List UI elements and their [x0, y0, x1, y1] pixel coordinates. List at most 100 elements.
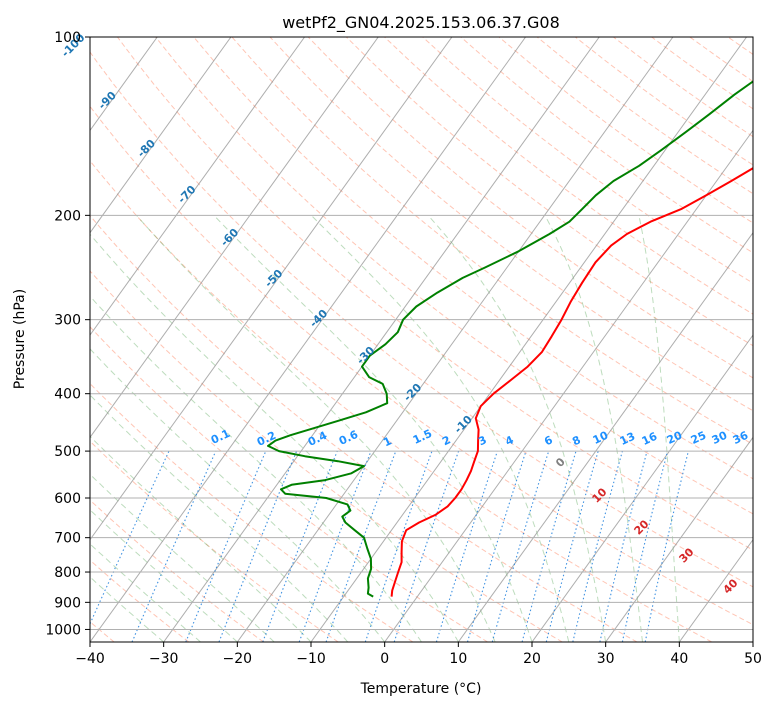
dry-adiabat-line: [727, 37, 753, 55]
mixing-ratio-line: [521, 450, 577, 642]
mixing-ratio-label: 30: [710, 429, 730, 447]
dry-adiabat-line: [231, 37, 753, 445]
x-tick-label: 50: [744, 651, 762, 667]
moist-adiabat-line: [90, 576, 165, 642]
moist-adiabat-line: [90, 473, 275, 642]
dry-adiabat-line: [536, 37, 753, 195]
x-tick-label: 10: [449, 651, 467, 667]
dry-adiabat-line: [689, 37, 753, 83]
dry-adiabat-line: [651, 37, 753, 110]
pressure-grid: [90, 37, 753, 630]
x-tick-label: −30: [149, 651, 179, 667]
isotherm-line: [163, 37, 600, 642]
y-tick-label: 600: [54, 491, 81, 507]
isotherm-label: -30: [354, 344, 377, 367]
dry-adiabat-line: [766, 37, 775, 642]
moist-adiabat-line: [136, 214, 496, 642]
mixing-ratio-label: 0.1: [209, 427, 232, 447]
mixing-ratio-line: [572, 450, 623, 642]
mixing-ratio-line: [298, 450, 372, 642]
mixing-ratio-line: [466, 450, 527, 642]
mixing-ratio-line: [545, 450, 599, 642]
isotherm-line: [531, 334, 753, 642]
temperature-label: 30: [677, 545, 697, 565]
mixing-ratio-line: [644, 450, 689, 642]
dry-adiabat-line: [307, 37, 753, 379]
mixing-ratio-label: 4: [503, 433, 516, 448]
dry-adiabat-line: [90, 214, 638, 642]
isotherm-line: [0, 37, 10, 642]
isotherm-line: [384, 129, 753, 642]
mixing-ratio-line: [131, 450, 217, 642]
isotherm-line: [90, 37, 453, 541]
moist-adiabat-line: [310, 214, 570, 642]
mixing-ratio-line: [364, 450, 433, 642]
mixing-ratio-line: [621, 450, 669, 642]
x-tick-label: 0: [380, 651, 389, 667]
temperature-profile-line: [390, 167, 753, 597]
mixing-ratio-label: 16: [640, 430, 660, 448]
isotherm-label: -90: [96, 89, 119, 112]
mixing-ratio-line: [218, 450, 298, 642]
moist-adiabat-line: [213, 214, 533, 642]
mixing-ratio-line: [262, 450, 338, 642]
dewpoint-profile-line: [267, 80, 753, 598]
y-tick-label: 1000: [45, 622, 81, 638]
mixing-ratio-line: [90, 450, 170, 626]
mixing-ratio-line: [185, 450, 267, 642]
mixing-ratio-label: 1: [381, 434, 393, 449]
y-axis-label: Pressure (hPa): [12, 289, 28, 389]
moist-adiabat-line: [638, 215, 680, 642]
y-tick-label: 400: [54, 387, 81, 403]
chart-title: wetPf2_GN04.2025.153.06.37.G08: [282, 13, 560, 33]
mixing-ratio-label: 1.5: [411, 427, 434, 447]
y-tick-label: 500: [54, 444, 81, 460]
mixing-ratio-label: 0.4: [306, 429, 329, 449]
isotherm-line: [752, 641, 753, 642]
x-tick-label: 20: [523, 651, 541, 667]
dry-adiabat-line: [498, 37, 753, 224]
y-axis-ticks: 100 200 300 400 500 600 700 800 900 1000: [45, 30, 90, 638]
y-tick-label: 200: [54, 208, 81, 224]
isotherm-line: [310, 37, 748, 642]
dry-adiabat-line: [269, 37, 753, 412]
mixing-ratio-label: 0.6: [337, 428, 360, 448]
moist-adiabat-line: [544, 215, 643, 642]
x-tick-label: −40: [75, 651, 105, 667]
dry-adiabat-line: [90, 499, 264, 642]
moist-adiabat-line: [90, 394, 349, 642]
mixing-ratio-line: [491, 450, 550, 642]
isotherm-line: [90, 37, 379, 439]
dry-adiabat-line: [90, 559, 190, 642]
plot-frame: [89, 36, 754, 643]
isotherm-line: [605, 436, 753, 642]
dry-adiabat-line: [193, 37, 753, 480]
mixing-ratio-label: 25: [689, 429, 708, 447]
isotherm-label: -70: [175, 183, 198, 206]
isotherm-label: -80: [135, 137, 158, 160]
isotherm-line: [236, 37, 674, 642]
mixing-ratio-line: [599, 450, 648, 642]
mixing-ratio-label: 36: [731, 429, 751, 447]
dry-adiabat-line: [90, 326, 488, 642]
dry-adiabat-line: [90, 160, 712, 642]
x-tick-label: −20: [223, 651, 253, 667]
x-axis-ticks: −40 −30 −20 −10 0 10 20 30 40 50: [75, 642, 762, 667]
y-tick-label: 300: [54, 313, 81, 329]
x-tick-label: 30: [597, 651, 615, 667]
x-axis-label: Temperature (°C): [360, 681, 482, 697]
dry-adiabat-line: [345, 37, 753, 347]
background-lines: [0, 37, 775, 642]
dry-adiabat-line: [90, 440, 339, 642]
mixing-ratio-label: 8: [570, 433, 582, 448]
mixing-ratio-line: [325, 450, 397, 642]
moist-adiabat-line: [90, 435, 312, 642]
x-tick-label: −10: [296, 651, 326, 667]
moist-adiabat-line: [90, 295, 422, 642]
temperature-label: 10: [590, 485, 610, 505]
dry-adiabat-line: [90, 270, 563, 642]
isotherm-label: -60: [218, 226, 241, 249]
mixing-ratio-label: 20: [665, 429, 685, 447]
isotherm-line: [90, 37, 306, 336]
isotherm-label: -20: [401, 381, 424, 404]
